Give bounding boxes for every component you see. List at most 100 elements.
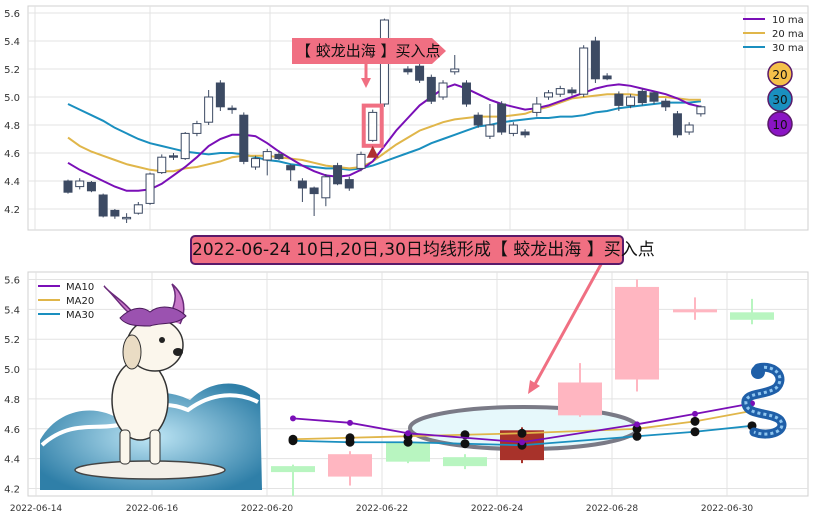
top-candle-body <box>567 89 577 94</box>
top-candle-body <box>426 76 436 102</box>
top-candle-body <box>579 47 589 95</box>
top-candle-body <box>403 68 413 73</box>
bottom-y-tick-label: 5.0 <box>4 365 20 376</box>
bottom-point-ma30 <box>460 439 470 449</box>
bottom-point-ma20 <box>345 433 355 443</box>
annotation-arrow-head <box>528 380 540 394</box>
badge-30-label: 30 <box>772 93 787 107</box>
top-candle-body <box>637 90 647 104</box>
bottom-x-tick-label: 2022-06-14 <box>10 504 63 514</box>
bottom-x-tick-label: 2022-06-16 <box>126 504 179 514</box>
signal-triangle <box>366 145 379 158</box>
top-candle-body <box>696 106 706 115</box>
top-candle-body <box>661 100 671 108</box>
bottom-y-tick-label: 4.8 <box>4 395 20 406</box>
top-candle-body <box>180 132 190 160</box>
badge-20-label: 20 <box>772 68 787 82</box>
bottom-y-tick-label: 4.6 <box>4 425 20 436</box>
dragon-scales <box>744 365 784 436</box>
top-candle-body <box>590 40 600 80</box>
legend-label-ma10: MA10 <box>66 282 94 293</box>
bottom-x-axis: 2022-06-14 2022-06-16 2022-06-20 2022-06-22… <box>10 504 754 514</box>
top-y-tick-label: 5.0 <box>4 93 20 104</box>
top-grid <box>28 6 808 230</box>
top-candle-body <box>204 96 214 123</box>
top-y-tick-label: 4.2 <box>4 205 20 216</box>
top-y-tick-label: 5.2 <box>4 65 20 76</box>
annotation-arrow-shaft <box>532 247 612 387</box>
blue-dragon-illustration <box>741 362 787 439</box>
top-candle-body <box>497 103 507 133</box>
top-candle-body <box>649 92 659 102</box>
bottom-y-tick-label: 5.2 <box>4 335 20 346</box>
bottom-point-ma30 <box>690 427 700 437</box>
bottom-point-ma10 <box>634 421 640 428</box>
top-candle-body <box>614 93 624 106</box>
top-candle-body <box>684 124 694 133</box>
bottom-point-ma10 <box>290 415 296 422</box>
top-candle-body <box>239 114 249 162</box>
bottom-candle-body <box>271 466 315 473</box>
top-candle-body <box>602 75 612 80</box>
bottom-x-tick-label: 2022-06-20 <box>241 504 294 514</box>
top-candle-body <box>508 124 518 134</box>
badge-10-label: 10 <box>772 118 787 132</box>
bottom-point-ma20 <box>632 424 642 434</box>
top-candle-body <box>532 103 542 113</box>
bottom-y-axis: 4.2 4.4 4.6 4.8 5.0 5.2 5.4 5.6 <box>4 275 20 495</box>
top-candle-body <box>321 176 331 199</box>
top-candle-body <box>251 158 261 168</box>
top-candle-body <box>133 204 143 214</box>
top-candle-body <box>75 180 85 188</box>
bottom-point-ma20 <box>288 434 298 444</box>
dog-body <box>111 359 169 441</box>
signal-banner: 2022-06-24 10日,20日,30日均线形成【 蛟龙出海 】买入点 <box>190 235 655 265</box>
bottom-point-ma30 <box>632 431 642 441</box>
dragon-head <box>751 365 765 379</box>
top-candle-body <box>145 173 155 204</box>
bottom-candle-body <box>730 312 774 320</box>
surfing-dog-illustration <box>40 283 262 490</box>
top-candle-body <box>520 131 530 136</box>
dog-nose <box>173 348 183 356</box>
ma-badges: 20 30 10 <box>767 61 793 137</box>
bottom-candle-body <box>558 382 602 416</box>
top-candle-body <box>461 82 471 105</box>
top-candle-body <box>309 187 319 195</box>
top-candle-body <box>122 216 132 220</box>
bottom-line-ma20 <box>292 409 753 441</box>
signal-label-arrow <box>292 38 446 64</box>
bottom-candle-body <box>615 286 659 380</box>
top-y-tick-label: 4.6 <box>4 149 20 160</box>
signal-marker <box>361 103 384 158</box>
top-candle-body <box>227 107 237 111</box>
top-candle-body <box>544 92 554 98</box>
bottom-x-tick-label: 2022-06-30 <box>701 504 754 514</box>
bottom-point-ma20 <box>690 416 700 426</box>
dog-leg-right <box>149 429 161 465</box>
top-candle-body <box>168 155 178 158</box>
top-candle-body <box>262 151 272 161</box>
top-candle-body <box>63 180 73 193</box>
badge-20 <box>767 61 793 87</box>
bottom-legend: MA10 MA20 MA30 <box>38 282 94 321</box>
top-candle-body <box>356 153 366 169</box>
top-y-tick-label: 5.6 <box>4 9 20 20</box>
top-candle-body <box>344 179 354 189</box>
badge-30 <box>767 86 793 112</box>
bottom-y-tick-label: 4.4 <box>4 455 20 466</box>
top-y-tick-label: 4.4 <box>4 177 20 188</box>
bottom-point-ma20 <box>517 428 527 438</box>
bottom-line-ma30 <box>292 424 753 447</box>
top-candle-body <box>333 165 343 185</box>
top-legend: 10 ma 20 ma 30 ma <box>743 15 804 54</box>
top-y-axis: 4.2 4.4 4.6 4.8 5.0 5.2 5.4 5.6 <box>4 9 20 216</box>
top-moving-averages <box>67 83 702 192</box>
bottom-point-ma10 <box>519 439 525 446</box>
top-candle-body <box>274 153 284 160</box>
badge-10 <box>767 111 793 137</box>
top-candle-body <box>438 82 448 98</box>
bottom-point-ma10 <box>347 419 353 426</box>
top-candle-body <box>473 114 483 126</box>
bottom-y-tick-label: 4.2 <box>4 485 20 496</box>
